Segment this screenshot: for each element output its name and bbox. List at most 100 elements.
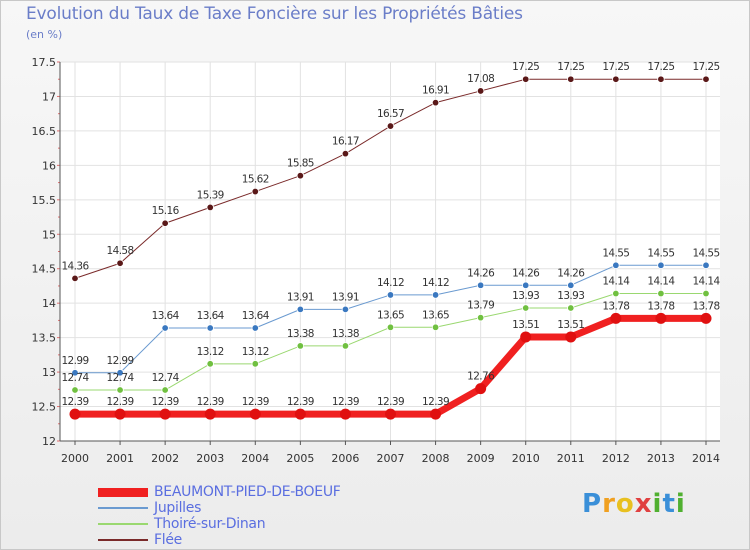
- x-tick-label: 2013: [647, 452, 675, 465]
- logo-letter: r: [602, 489, 616, 519]
- data-point: [116, 369, 124, 377]
- data-label: 15.85: [287, 158, 314, 170]
- data-point: [657, 289, 665, 298]
- data-label: 12.76: [467, 371, 495, 383]
- data-point: [251, 324, 259, 332]
- data-label: 14.58: [107, 245, 134, 257]
- logo-letter: o: [615, 489, 635, 519]
- data-point: [341, 305, 350, 314]
- data-point: [161, 324, 169, 332]
- legend-label: BEAUMONT-PIED-DE-BOEUF: [154, 484, 341, 500]
- data-point: [296, 305, 305, 314]
- y-tick-label: 12.5: [32, 401, 57, 414]
- data-label: 14.55: [692, 247, 719, 259]
- data-label: 13.64: [197, 310, 225, 322]
- legend-label: Thoiré-sur-Dinan: [154, 516, 266, 532]
- y-tick-label: 15.5: [32, 194, 57, 207]
- x-tick-label: 2012: [602, 452, 630, 465]
- data-label: 12.99: [107, 355, 134, 367]
- data-point: [71, 369, 79, 377]
- data-label: 16.57: [377, 108, 404, 120]
- data-label: 15.16: [152, 205, 180, 217]
- data-label: 13.78: [647, 300, 674, 312]
- x-tick-label: 2002: [151, 452, 179, 465]
- data-label: 13.12: [242, 346, 269, 358]
- data-label: 12.39: [422, 396, 449, 408]
- data-label: 16.17: [332, 136, 359, 148]
- data-label: 12.74: [152, 372, 180, 384]
- data-label: 17.25: [692, 61, 719, 73]
- data-label: 13.91: [332, 291, 359, 303]
- data-label: 13.65: [377, 309, 404, 321]
- line-chart: 12 12.5 13 13.5 14 14.5 15 15.5 16 16.5 17 17.5 2000…: [32, 56, 722, 465]
- data-point: [520, 331, 532, 343]
- x-tick-label: 2005: [286, 452, 314, 465]
- x-tick-label: 2000: [61, 452, 89, 465]
- data-label: 12.39: [152, 396, 179, 408]
- x-tick-label: 2004: [241, 452, 269, 465]
- data-label: 13.78: [602, 300, 629, 312]
- y-tick-label: 15: [42, 228, 56, 241]
- y-tick-label: 17.5: [32, 56, 57, 69]
- logo-letter: x: [634, 489, 653, 519]
- y-tick-label: 14: [42, 297, 56, 310]
- x-tick-label: 2006: [331, 452, 359, 465]
- data-point: [657, 261, 665, 269]
- logo-letter: i: [675, 489, 686, 519]
- data-point: [294, 408, 306, 420]
- legend-label: Jupilles: [154, 500, 202, 516]
- data-label: 14.14: [602, 276, 630, 288]
- data-point: [206, 203, 214, 212]
- data-point: [522, 281, 530, 289]
- data-point: [116, 386, 124, 394]
- data-point: [386, 122, 395, 130]
- data-label: 13.12: [197, 346, 224, 358]
- data-point: [567, 281, 575, 289]
- data-point: [341, 342, 350, 350]
- data-point: [612, 75, 620, 83]
- data-label: 13.93: [512, 290, 539, 302]
- data-point: [475, 383, 487, 395]
- data-point: [161, 386, 169, 394]
- data-label: 16.91: [422, 85, 449, 97]
- data-point: [610, 312, 622, 324]
- data-point: [251, 360, 259, 368]
- data-label: 12.39: [287, 396, 314, 408]
- data-point: [206, 360, 214, 368]
- data-label: 13.51: [512, 319, 539, 331]
- data-label: 14.36: [61, 260, 89, 272]
- y-tick-label: 13.5: [32, 332, 57, 345]
- data-point: [386, 323, 395, 331]
- data-point: [385, 408, 396, 420]
- data-label: 14.55: [602, 247, 629, 259]
- data-label: 13.65: [422, 309, 449, 321]
- data-label: 13.91: [287, 291, 314, 303]
- x-tick-label: 2011: [557, 452, 585, 465]
- x-tick-label: 2014: [692, 452, 720, 465]
- y-tick-label: 12: [42, 435, 56, 448]
- data-label: 13.79: [467, 300, 494, 312]
- data-label: 13.38: [332, 328, 359, 340]
- data-point: [116, 259, 124, 267]
- data-label: 12.39: [197, 396, 224, 408]
- logo-letter: t: [662, 489, 676, 519]
- data-point: [431, 98, 440, 107]
- data-point: [476, 87, 485, 95]
- data-label: 17.08: [467, 73, 494, 85]
- data-label: 17.25: [647, 61, 674, 73]
- data-point: [702, 261, 710, 269]
- data-point: [567, 304, 575, 312]
- data-label: 12.39: [107, 396, 134, 408]
- data-point: [339, 408, 351, 420]
- data-point: [296, 342, 305, 350]
- data-point: [565, 331, 577, 343]
- data-point: [476, 313, 485, 322]
- chart-title: Evolution du Taux de Taxe Foncière sur l…: [26, 4, 523, 24]
- x-tick-label: 2001: [106, 452, 134, 465]
- y-tick-label: 14.5: [32, 263, 57, 276]
- data-label: 14.12: [422, 277, 449, 289]
- data-point: [700, 312, 712, 324]
- x-tick-label: 2008: [422, 452, 450, 465]
- data-label: 13.64: [242, 310, 270, 322]
- data-label: 14.26: [557, 267, 585, 279]
